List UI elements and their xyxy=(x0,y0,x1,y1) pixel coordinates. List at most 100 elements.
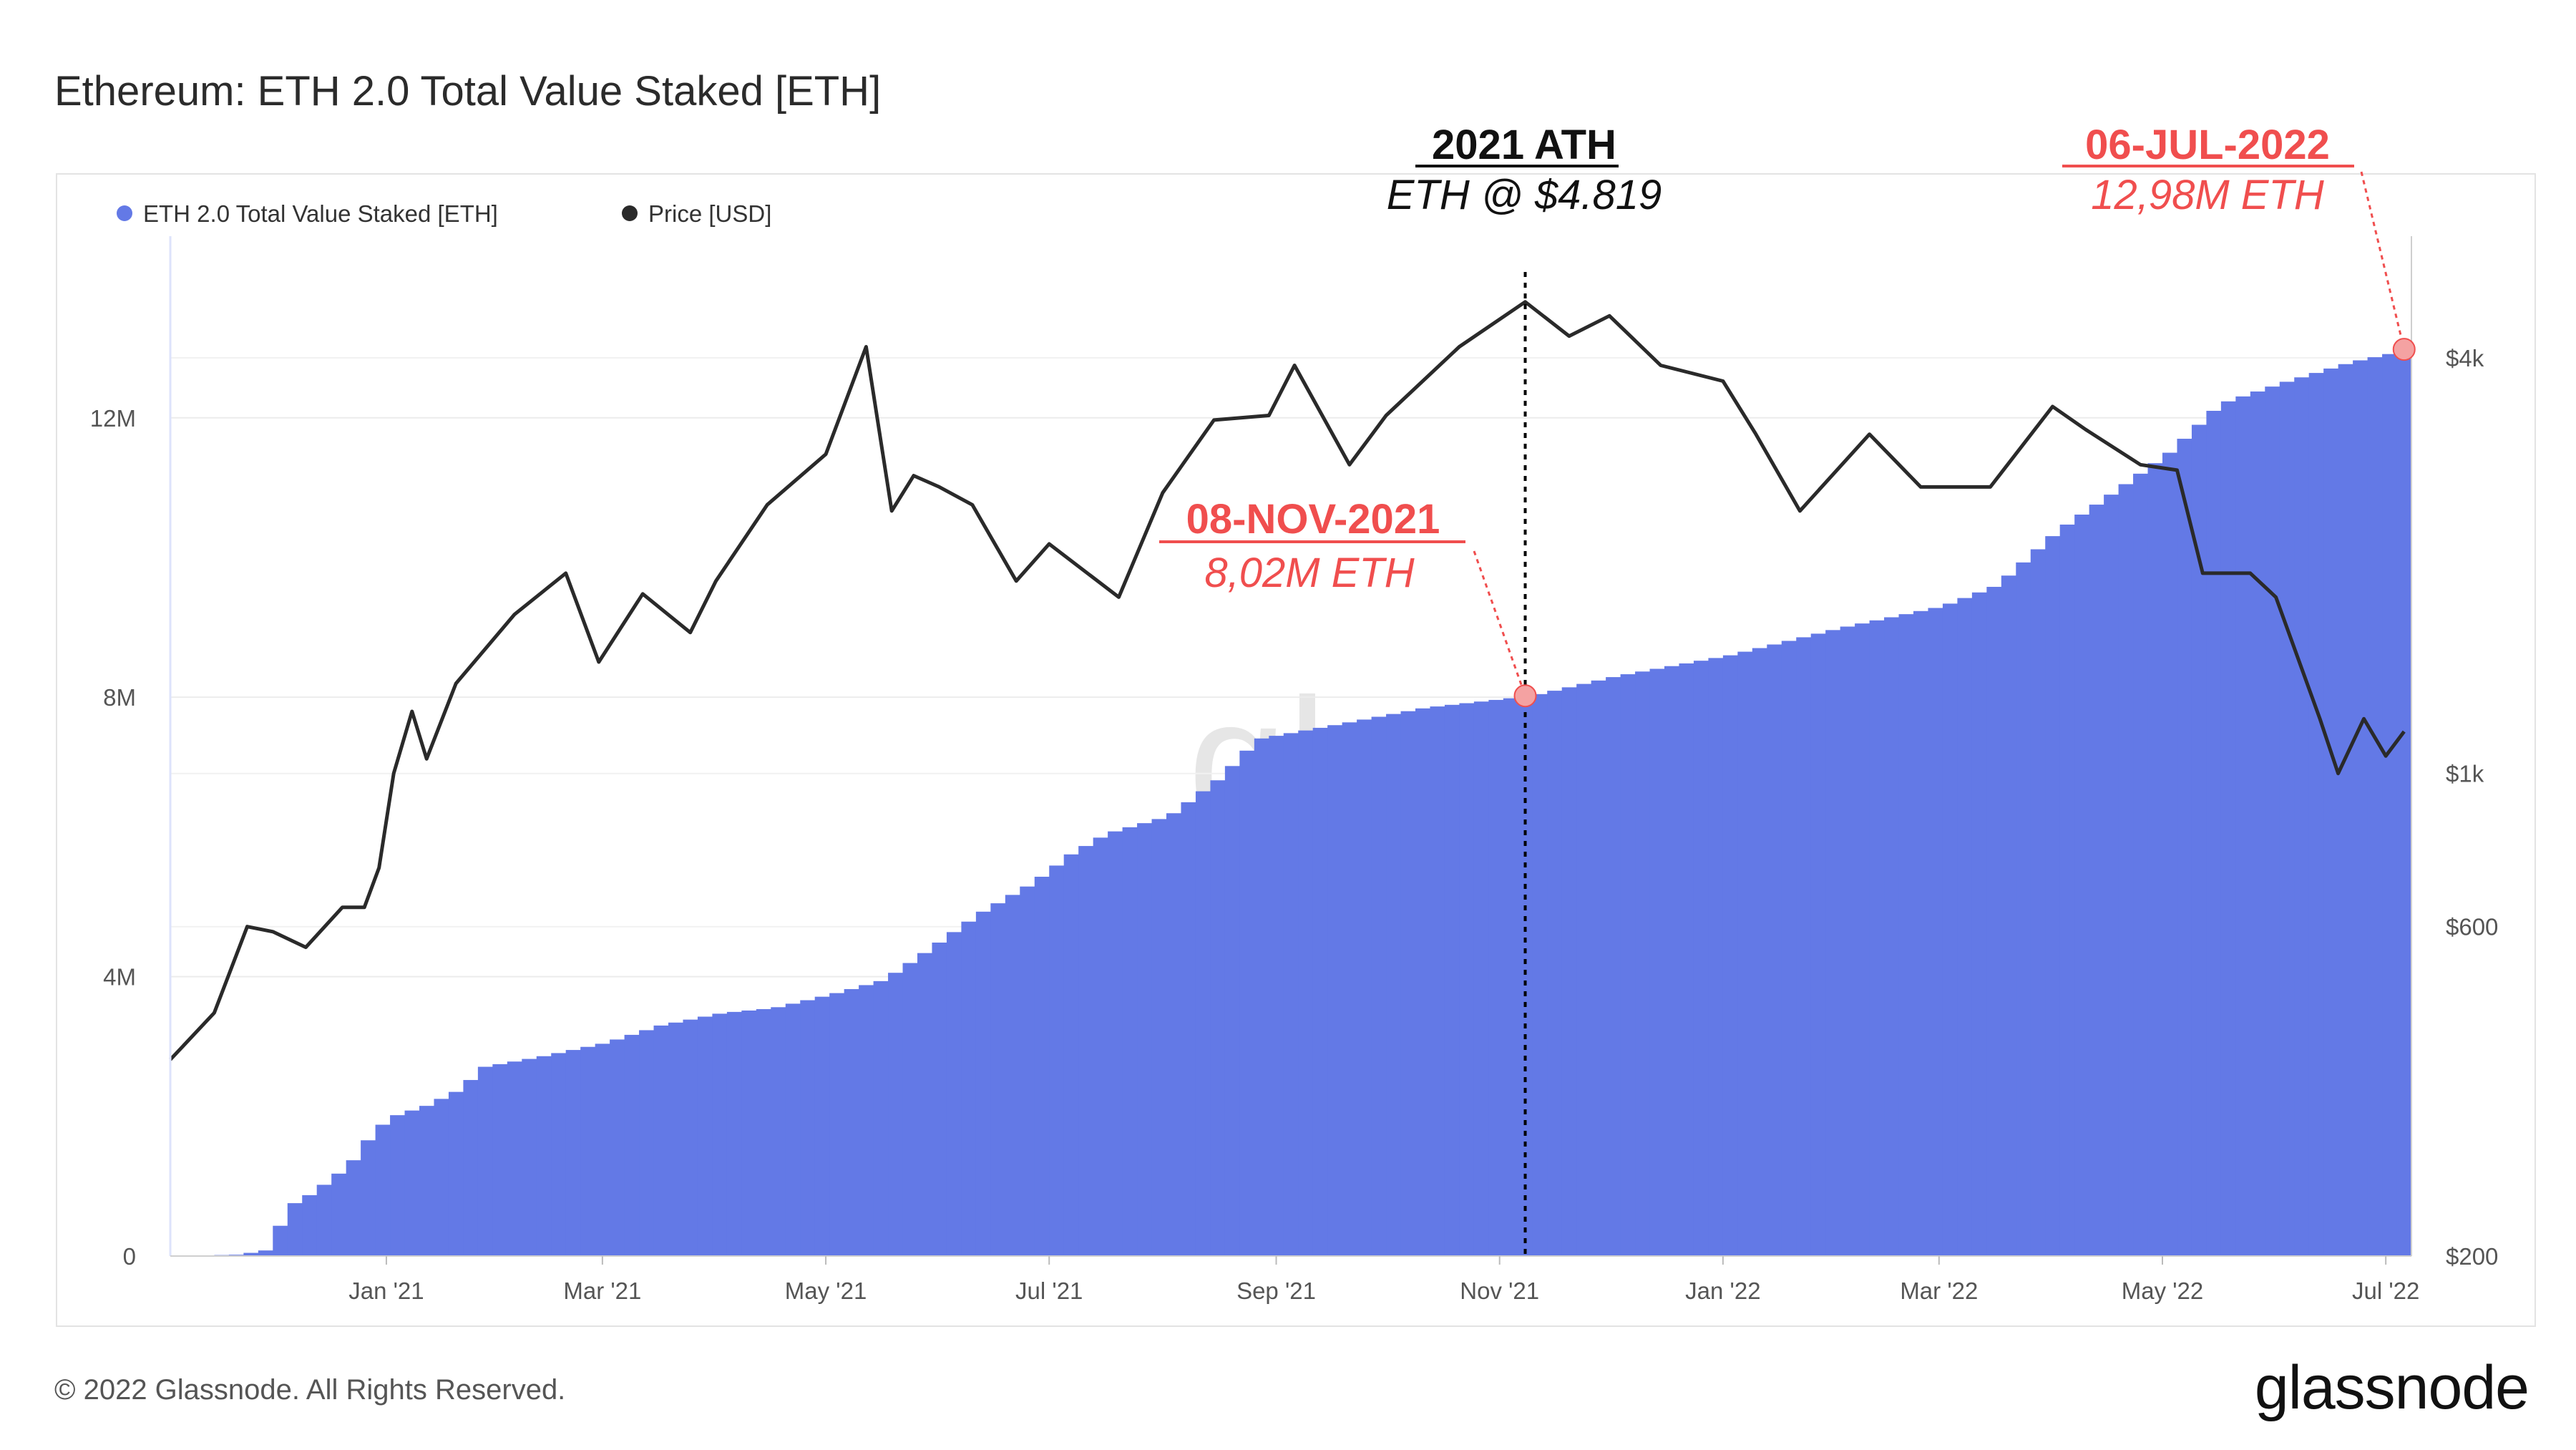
staked-bar xyxy=(1093,837,1108,1256)
staked-bar xyxy=(580,1046,596,1256)
y-left-tick-label: 12M xyxy=(90,405,136,432)
staked-bar xyxy=(1459,703,1475,1256)
x-tick-label: Jan '21 xyxy=(348,1278,424,1304)
legend-staked-label[interactable]: ETH 2.0 Total Value Staked [ETH] xyxy=(143,200,498,227)
staked-bar xyxy=(2177,439,2192,1256)
axes: 0 4M 8M 12M $200 $600 $1k $4k Jan '21 Mar '21 May … xyxy=(90,236,2498,1304)
staked-bar xyxy=(463,1080,479,1256)
staked-bar xyxy=(1151,819,1167,1256)
staked-bar xyxy=(1108,831,1123,1256)
legend-price-label[interactable]: Price [USD] xyxy=(648,200,771,227)
staked-bar xyxy=(1342,722,1357,1256)
staked-bar xyxy=(1298,730,1314,1256)
legend-price-marker[interactable] xyxy=(622,205,638,221)
staked-bar xyxy=(375,1124,391,1256)
nov-marker[interactable] xyxy=(1513,684,1537,708)
staked-bar xyxy=(1591,680,1606,1256)
staked-bar xyxy=(1679,663,1694,1256)
nov-title: 08-NOV-2021 xyxy=(1186,496,1440,542)
staked-bar xyxy=(873,981,889,1256)
ath-title: 2021 ATH xyxy=(1432,122,1616,168)
staked-bar xyxy=(1664,666,1680,1256)
glassnode-logo[interactable]: glassnode xyxy=(2254,1353,2529,1422)
jul-leader-line xyxy=(2360,171,2406,350)
staked-bar xyxy=(1737,651,1753,1256)
staked-bar xyxy=(712,1013,728,1256)
staked-bar xyxy=(771,1007,786,1256)
staked-bar xyxy=(2367,357,2383,1257)
staked-bar xyxy=(1357,719,1372,1256)
staked-bar xyxy=(404,1110,420,1256)
staked-bar xyxy=(1488,699,1504,1256)
staked-bar xyxy=(1415,708,1431,1256)
staked-bar xyxy=(2250,391,2265,1256)
staked-bar xyxy=(1224,766,1240,1256)
y-right-tick-label: $200 xyxy=(2446,1243,2498,1270)
staked-bar xyxy=(1444,704,1460,1256)
x-tick-label: Mar '22 xyxy=(1900,1278,1978,1304)
staked-bar xyxy=(1181,802,1196,1256)
staked-bar xyxy=(1957,598,1973,1256)
staked-bar xyxy=(2104,495,2119,1256)
staked-bar xyxy=(902,963,918,1256)
staked-bar xyxy=(1371,716,1387,1256)
y-left-tick-label: 4M xyxy=(103,964,136,991)
staked-bar xyxy=(1400,711,1416,1256)
staked-bar xyxy=(741,1010,757,1256)
staked-bar xyxy=(565,1050,581,1256)
staked-bar xyxy=(1005,895,1020,1256)
staked-bar xyxy=(2016,562,2031,1256)
staked-bar xyxy=(961,921,977,1256)
staked-bar xyxy=(1767,644,1782,1256)
staked-bar xyxy=(1430,706,1445,1256)
staked-bar xyxy=(477,1066,493,1256)
staked-bar xyxy=(1078,846,1094,1256)
jul-marker[interactable] xyxy=(2392,338,2416,361)
staked-bar xyxy=(1576,683,1592,1256)
staked-bar xyxy=(975,911,991,1256)
x-tick-label: Jul '22 xyxy=(2352,1278,2419,1304)
x-tick-label: Nov '21 xyxy=(1460,1278,1539,1304)
x-tick-label: Sep '21 xyxy=(1236,1278,1316,1304)
staked-bar xyxy=(785,1003,801,1256)
legend-staked-marker[interactable] xyxy=(117,205,132,221)
jul-title: 06-JUL-2022 xyxy=(2085,122,2330,168)
staked-bar xyxy=(2396,351,2412,1256)
staked-bar xyxy=(1239,750,1255,1256)
staked-bar xyxy=(683,1019,698,1256)
staked-bar xyxy=(1913,610,1929,1256)
staked-bar xyxy=(1884,617,1900,1256)
staked-bar xyxy=(419,1106,435,1256)
ath-annotation: 2021 ATH ETH @ $4.819 xyxy=(1387,122,1662,1256)
staked-bar xyxy=(1312,727,1328,1256)
staked-bar xyxy=(1386,714,1402,1256)
x-tick-label: Jan '22 xyxy=(1685,1278,1760,1304)
staked-bar xyxy=(522,1059,537,1256)
staked-bar xyxy=(1210,780,1226,1256)
staked-bar xyxy=(2308,373,2324,1256)
staked-bar xyxy=(1810,633,1826,1256)
staked-bar xyxy=(1825,630,1841,1256)
staked-bar xyxy=(1928,608,1943,1256)
staked-bar xyxy=(1532,694,1548,1256)
staked-bar xyxy=(316,1184,332,1256)
staked-bar xyxy=(2191,424,2207,1257)
staked-bar xyxy=(756,1008,771,1256)
staked-bar xyxy=(2030,549,2046,1256)
staked-bar xyxy=(1708,658,1724,1256)
price-line xyxy=(169,300,2406,1061)
staked-bar xyxy=(361,1140,376,1256)
staked-bar xyxy=(697,1016,713,1256)
staked-bar xyxy=(1752,648,1767,1256)
staked-bar xyxy=(258,1250,273,1256)
price-line-group xyxy=(169,300,2406,1061)
staked-bar xyxy=(2059,524,2075,1256)
chart-title: Ethereum: ETH 2.0 Total Value Staked [ET… xyxy=(54,68,882,115)
staked-bar xyxy=(814,996,830,1256)
staked-bar xyxy=(2089,505,2104,1256)
staked-bar xyxy=(1606,677,1621,1256)
staked-bar xyxy=(2294,377,2310,1256)
staked-bar xyxy=(243,1252,259,1256)
staked-bar xyxy=(2279,381,2295,1256)
y-left-tick-label: 0 xyxy=(123,1243,136,1270)
